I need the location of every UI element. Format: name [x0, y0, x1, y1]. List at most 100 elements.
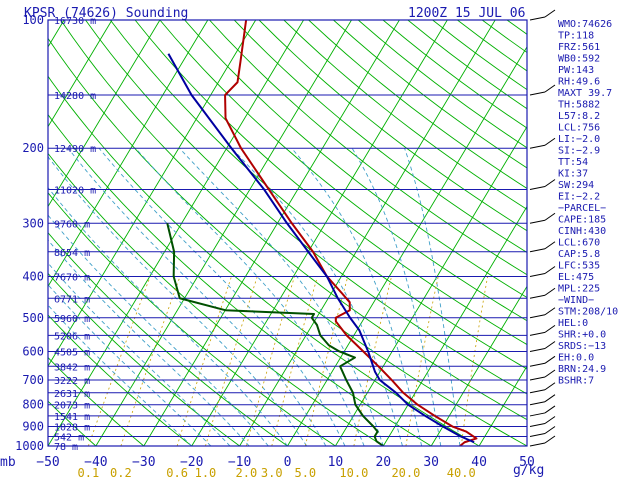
- isotherm-line: [478, 365, 527, 446]
- wind-barb-staff: [529, 91, 546, 96]
- height-label: 1541 m: [54, 412, 90, 423]
- temperature-tick-label: −30: [132, 455, 155, 470]
- plot-frame: [47, 19, 528, 447]
- wind-barb-staff: [529, 442, 546, 447]
- index-entry: BSHR:7: [558, 376, 594, 387]
- temperature-line: [224, 20, 478, 446]
- wind-barb-staff: [529, 433, 546, 438]
- dry-adiabat-line: [48, 37, 527, 446]
- pressure-tick-label: 100: [22, 13, 44, 27]
- wind-barb-flag: [544, 394, 556, 403]
- pressure-tick-label: 400: [22, 269, 44, 283]
- wind-barb-staff: [529, 314, 546, 319]
- temperature-tick-label: 20: [375, 455, 391, 470]
- pressure-tick-label: 900: [22, 420, 44, 434]
- wind-barb-flag: [544, 355, 556, 364]
- moist-adiabat-line: [67, 147, 327, 446]
- moist-adiabat-line: [48, 214, 269, 446]
- wind-barb-staff: [529, 362, 546, 367]
- moist-adiabat-line: [404, 148, 461, 446]
- height-label: 3222 m: [54, 376, 90, 387]
- dry-adiabat-line: [60, 20, 527, 421]
- wind-barb-flag: [544, 179, 556, 187]
- pressure-tick-label: 300: [22, 216, 44, 230]
- wind-barb-flag: [544, 426, 556, 434]
- index-entry: EI:−2.2: [558, 192, 600, 203]
- wind-barb-flag: [544, 307, 556, 316]
- wind-barb-staff: [529, 144, 546, 149]
- moist-adiabat-line: [135, 147, 365, 446]
- wind-barb-staff: [529, 186, 546, 191]
- height-label: 1028 m: [54, 423, 90, 434]
- height-label: 6771 m: [54, 294, 90, 305]
- index-entry: CINH:430: [558, 226, 606, 237]
- isotherm-line: [48, 20, 209, 288]
- moist-adiabat-line: [291, 147, 423, 446]
- isobars: [48, 19, 527, 447]
- wind-barb-staff: [529, 376, 546, 381]
- wind-barb-flag: [544, 212, 556, 221]
- height-label: 4505 m: [54, 347, 90, 358]
- temperature-tick-label: 30: [423, 455, 439, 470]
- isotherm-line: [430, 285, 527, 446]
- wind-barb-flag: [544, 287, 556, 296]
- height-label: 7670 m: [54, 272, 90, 283]
- index-entry: LFC:535: [558, 261, 600, 272]
- index-entry: SHR:+0.0: [558, 330, 606, 341]
- index-entry: TH:5882: [558, 100, 600, 111]
- isotherm-line: [239, 20, 496, 446]
- temperature-tick-label: −10: [228, 455, 251, 470]
- wind-barb-flag: [544, 324, 556, 333]
- wind-barb-flag: [544, 241, 556, 250]
- mixing-ratio-label: 10.0: [339, 466, 368, 480]
- index-entry: EL:475: [558, 272, 594, 283]
- dry-adiabat-line: [48, 192, 336, 446]
- index-entry: PW:143: [558, 65, 594, 76]
- height-label: 14280 m: [54, 91, 96, 102]
- wind-barb-staff: [529, 294, 546, 299]
- frame-rect: [47, 19, 528, 447]
- height-label: 5206 m: [54, 331, 90, 342]
- temperature-tick-label: −20: [180, 455, 203, 470]
- index-entry: TT:54: [558, 157, 588, 168]
- isotherm-line: [191, 20, 448, 446]
- wind-barb-flag: [544, 369, 556, 378]
- index-entry: L57:8.2: [558, 111, 600, 122]
- moist-adiabat-line: [98, 147, 346, 446]
- index-entry: SW:294: [558, 180, 594, 191]
- temperature-tick-label: −50: [36, 455, 59, 470]
- temperature-tick-label: 0: [284, 455, 292, 470]
- height-label: 2073 m: [54, 401, 90, 412]
- index-entry: WB0:592: [558, 54, 600, 65]
- mixing-ratio-label: 5.0: [294, 466, 316, 480]
- wind-barb-flag: [544, 405, 556, 414]
- wind-barb-staff: [529, 401, 546, 406]
- mixing-ratio-line: [176, 276, 232, 446]
- index-entry: CAPE:185: [558, 215, 606, 226]
- temperature-tick-label: −40: [84, 455, 107, 470]
- mixing-ratio-line: [460, 276, 489, 446]
- isotherm-line: [48, 20, 113, 128]
- mixing-ratio-label: 40.0: [447, 466, 476, 480]
- height-label: 78 m: [54, 442, 78, 453]
- mixing-ratio-label: 0.2: [110, 466, 132, 480]
- height-label: 16730 m: [54, 16, 96, 27]
- wind-barb-staff: [529, 16, 546, 21]
- height-label: 12490 m: [54, 144, 96, 155]
- temperature-tick-label: 40: [471, 455, 487, 470]
- index-entry: MAXT 39.7: [558, 88, 612, 99]
- index-entry: LCL:670: [558, 238, 600, 249]
- wind-barb-staff: [529, 248, 546, 253]
- index-entry: STM:208/10: [558, 307, 618, 318]
- wind-barb-staff: [529, 423, 546, 427]
- stability-indices: WMO:74626TP:118FRZ:561WB0:592PW:143RH:49…: [558, 19, 618, 387]
- height-label: 542 m: [54, 433, 84, 444]
- sounding-series: [166, 20, 478, 446]
- wind-barb-flag: [544, 137, 556, 146]
- background-grid: [48, 20, 527, 446]
- mixing-ratio-line: [246, 276, 295, 446]
- isotherm-line: [287, 45, 527, 446]
- y-unit-label: mb: [0, 455, 16, 470]
- pressure-tick-label: 700: [22, 373, 44, 387]
- index-entry: SRDS:−13: [558, 341, 606, 352]
